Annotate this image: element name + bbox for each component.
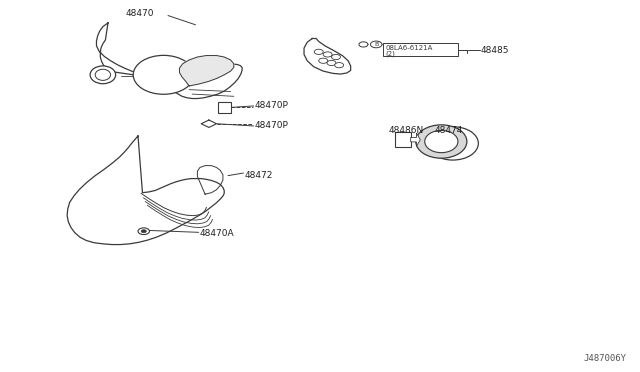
Polygon shape	[304, 38, 351, 74]
FancyArrow shape	[411, 133, 420, 146]
Text: 48470: 48470	[125, 9, 154, 18]
Ellipse shape	[95, 69, 111, 80]
Circle shape	[314, 49, 323, 54]
Bar	[218, 102, 230, 113]
Circle shape	[359, 42, 368, 47]
Polygon shape	[201, 120, 216, 128]
Text: B: B	[374, 42, 378, 47]
Ellipse shape	[90, 66, 116, 84]
Text: 48470P: 48470P	[255, 122, 289, 131]
Bar	[396, 132, 411, 147]
Circle shape	[371, 41, 382, 48]
Text: 48474: 48474	[435, 126, 463, 135]
Polygon shape	[67, 136, 224, 244]
Polygon shape	[97, 23, 242, 99]
Polygon shape	[179, 55, 234, 86]
Ellipse shape	[428, 127, 478, 160]
Text: 48470P: 48470P	[255, 101, 289, 110]
Circle shape	[319, 58, 328, 63]
Ellipse shape	[416, 125, 467, 158]
Circle shape	[323, 52, 332, 57]
Text: 48485: 48485	[481, 46, 509, 55]
Circle shape	[327, 60, 336, 65]
Text: 08LA6-6121A: 08LA6-6121A	[385, 45, 433, 51]
Bar	[383, 43, 458, 56]
Text: (2): (2)	[385, 50, 395, 57]
Text: 48472: 48472	[244, 171, 273, 180]
Text: J487006Y: J487006Y	[584, 354, 627, 363]
Circle shape	[138, 228, 150, 235]
Circle shape	[141, 230, 147, 233]
Text: 48486N: 48486N	[389, 126, 424, 135]
Circle shape	[335, 62, 344, 68]
Circle shape	[332, 54, 340, 60]
Ellipse shape	[425, 131, 458, 153]
Text: 48470A: 48470A	[200, 229, 235, 238]
Ellipse shape	[133, 55, 194, 94]
